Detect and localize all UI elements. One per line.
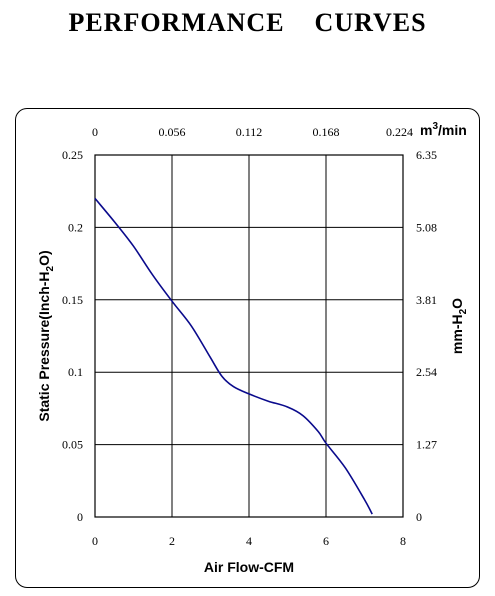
x-tick-label: 0 <box>92 534 98 548</box>
chart-frame <box>15 108 480 588</box>
y2-tick-label: 0 <box>416 510 422 524</box>
x-tick-label: 4 <box>246 534 252 548</box>
x2-tick-labels: 0 0.056 0.112 0.168 0.224 <box>92 125 413 139</box>
y-tick-label: 0.1 <box>68 365 83 379</box>
x2-tick-label: 0.224 <box>386 125 413 139</box>
y2-axis-label: mm-H2O <box>449 298 469 354</box>
x2-tick-label: 0 <box>92 125 98 139</box>
y-tick-label: 0 <box>77 510 83 524</box>
y2-tick-label: 6.35 <box>416 148 437 162</box>
x-tick-label: 8 <box>400 534 406 548</box>
y-tick-label: 0.25 <box>62 148 83 162</box>
x-tick-labels: 0 2 4 6 8 <box>92 534 406 548</box>
y2-tick-label: 3.81 <box>416 293 437 307</box>
page-title: PERFORMANCE CURVES <box>68 8 427 37</box>
performance-curve <box>94 197 373 515</box>
y-axis-label: Static Pressure(Inch-H2O) <box>36 250 56 421</box>
x-axis-label: Air Flow-CFM <box>204 559 294 575</box>
x2-tick-label: 0.168 <box>313 125 340 139</box>
y-tick-label: 0.2 <box>68 220 83 234</box>
y2-tick-label: 5.08 <box>416 220 437 234</box>
plot-border <box>94 154 404 518</box>
x2-tick-label: 0.112 <box>236 125 263 139</box>
x-tick-label: 6 <box>323 534 329 548</box>
x2-unit-label: m3/min <box>420 121 467 138</box>
y2-tick-labels: 0 1.27 2.54 3.81 5.08 6.35 <box>416 148 437 524</box>
x2-tick-label: 0.056 <box>159 125 186 139</box>
y-tick-label: 0.15 <box>62 293 83 307</box>
y-tick-label: 0.05 <box>62 438 83 452</box>
x-tick-label: 2 <box>169 534 175 548</box>
y2-tick-label: 2.54 <box>416 365 437 379</box>
y-tick-labels: 0 0.05 0.1 0.15 0.2 0.25 <box>62 148 83 524</box>
y2-tick-label: 1.27 <box>416 438 437 452</box>
grid-lines <box>95 155 403 517</box>
